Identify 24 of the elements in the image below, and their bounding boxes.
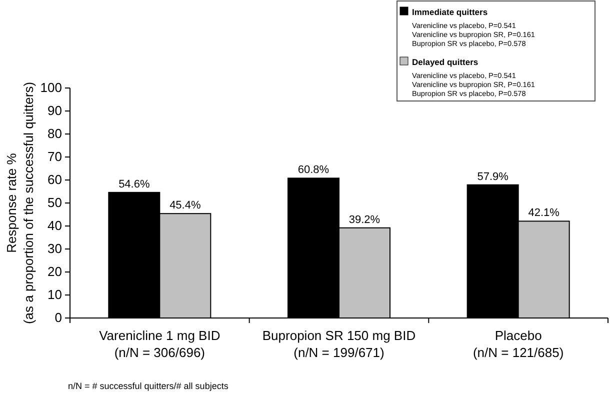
x-tick-label: Bupropion SR 150 mg BID (n/N = 199/671) [262, 328, 416, 360]
y-tick-label: 0 [54, 310, 62, 326]
data-label: 45.4% [170, 200, 201, 212]
y-tick-label: 20 [48, 264, 62, 280]
y-tick-label: 30 [48, 241, 62, 256]
y-tick-label: 50 [48, 195, 62, 210]
legend-label: Delayed quitters [412, 57, 478, 67]
data-label: 60.8% [298, 164, 330, 176]
x-tick-label: Placebo (n/N = 121/685) [472, 328, 564, 360]
y-tick-label: 100 [40, 80, 62, 96]
y-tick-label: 40 [48, 218, 62, 234]
text: n/N = # successful quitters/# all subjects [68, 381, 229, 391]
data-label: 42.1% [528, 207, 560, 220]
y-tick-label: 90 [48, 103, 62, 118]
y-tick-label: 10 [48, 287, 62, 302]
legend-label: Immediate quitters [412, 7, 488, 17]
data-label: 54.6% [118, 178, 150, 190]
y-tick-label: 70 [48, 149, 62, 164]
y-axis-title: Response rate % (as a proportion of the successful quitters) [4, 82, 36, 324]
x-tick-label: Varenicline 1 mg BID (n/N = 306/696) [99, 328, 220, 360]
data-label: 57.9% [477, 170, 509, 183]
data-label: 39.2% [348, 214, 380, 226]
y-tick-label: 60 [48, 172, 62, 188]
y-tick-label: 80 [48, 126, 62, 142]
